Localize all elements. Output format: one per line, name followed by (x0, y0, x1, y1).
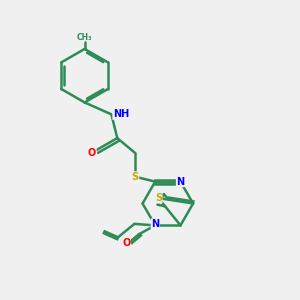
Text: S: S (132, 172, 139, 182)
Text: NH: NH (113, 109, 129, 119)
Text: N: N (151, 219, 159, 229)
Text: O: O (88, 148, 96, 158)
Text: O: O (122, 238, 130, 248)
Text: N: N (176, 177, 184, 187)
Text: CH₃: CH₃ (77, 32, 92, 41)
Text: S: S (155, 193, 162, 203)
